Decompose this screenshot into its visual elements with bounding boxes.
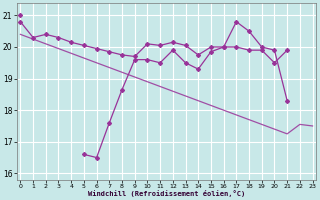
X-axis label: Windchill (Refroidissement éolien,°C): Windchill (Refroidissement éolien,°C) bbox=[88, 190, 245, 197]
